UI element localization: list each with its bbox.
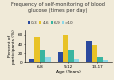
Y-axis label: Percent of
participants (%): Percent of participants (%) — [8, 29, 16, 64]
Legend: 0-3, 4-6, 6-9, >10: 0-3, 4-6, 6-9, >10 — [27, 20, 74, 26]
Bar — [91, 45, 96, 62]
Bar — [62, 35, 68, 62]
Text: Frequency of self-monitoring of blood glucose (times per day): Frequency of self-monitoring of blood gl… — [10, 2, 104, 13]
Bar — [86, 41, 91, 62]
Bar — [73, 59, 79, 62]
Bar — [39, 50, 45, 62]
Bar — [68, 50, 73, 62]
Bar — [57, 52, 62, 62]
Bar — [34, 37, 39, 62]
Bar — [96, 57, 102, 62]
Bar — [102, 60, 107, 62]
X-axis label: Age (Years): Age (Years) — [56, 70, 80, 74]
Bar — [29, 59, 34, 62]
Bar — [45, 57, 50, 62]
